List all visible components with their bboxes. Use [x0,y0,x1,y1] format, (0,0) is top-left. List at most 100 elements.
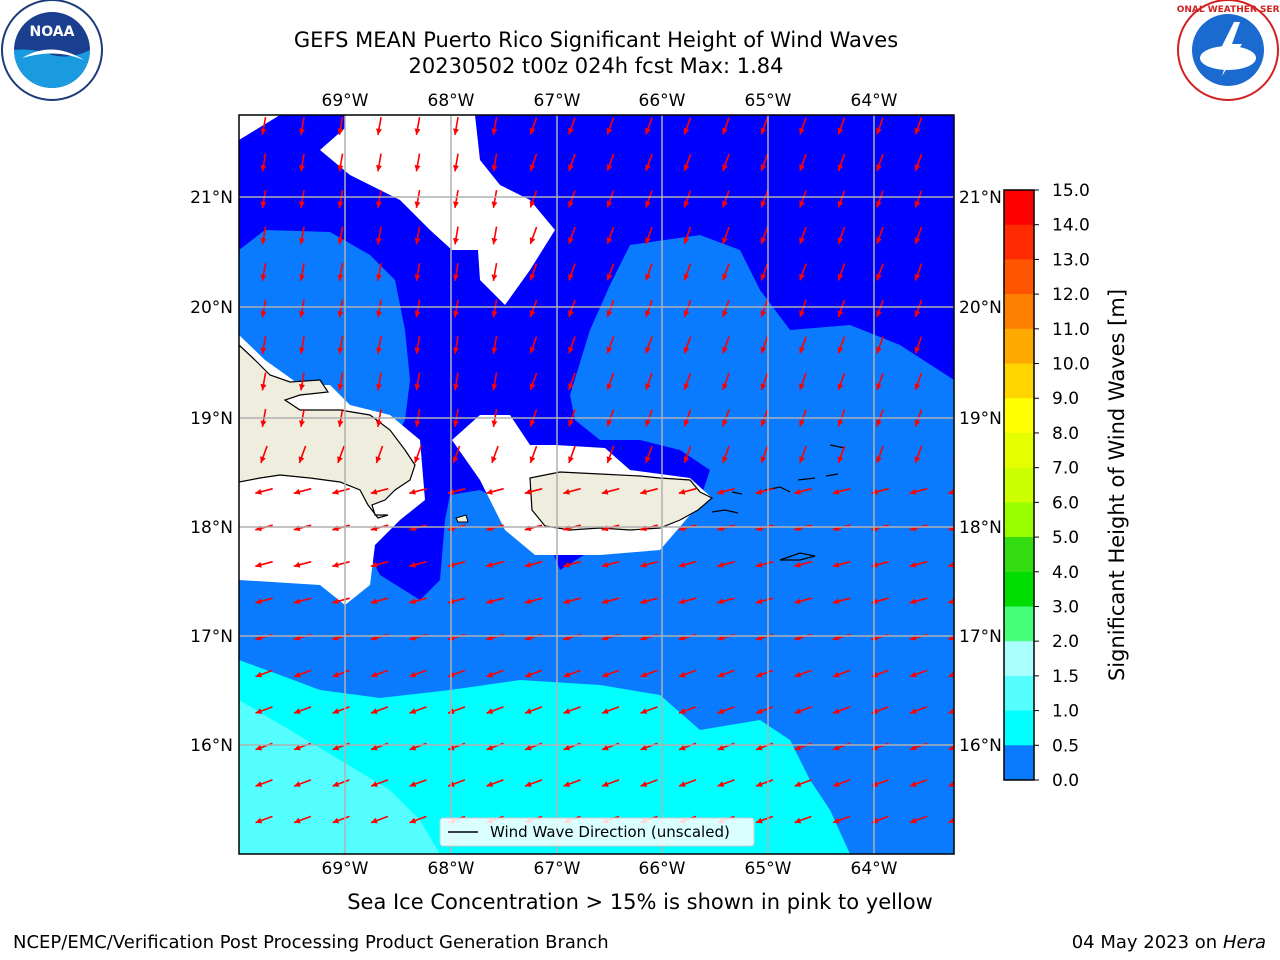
wave-arrow-head [760,127,767,135]
lat-label: 20°N [959,298,1002,318]
wave-arrow-head [683,164,690,171]
wave-arrow-head [409,708,417,714]
wave-arrow-head [529,164,536,171]
wave-arrow-head [722,383,728,390]
wave-arrow-head [914,419,921,427]
colorbar-swatch [1004,745,1034,781]
wave-arrow-head [914,383,921,390]
wave-arrow-head [255,561,262,568]
wave-arrow-head [491,128,498,135]
wave-arrow-head [876,456,882,463]
wave-arrow-head [794,744,802,751]
wave-arrow-head [910,708,917,714]
lon-labels-bottom: 69°W 68°W 67°W 66°W 65°W 64°W [322,859,898,879]
wave-arrow-head [837,200,844,208]
wave-arrow-head [755,488,763,495]
wave-arrow-head [601,598,609,605]
wave-arrow-head [717,671,725,678]
colorbar-swatch [1004,190,1034,226]
wave-arrow-head [799,346,805,354]
wave-arrow-head [683,346,690,354]
wave-arrow-head [832,561,840,568]
wave-arrow-head [645,310,651,317]
wave-arrow-head [491,383,498,391]
colorbar-swatch [1004,571,1034,607]
wave-arrow-head [683,273,690,281]
wave-arrow-head [337,347,344,354]
wave-arrow-head [453,164,459,172]
wave-arrow-head [332,488,339,495]
wave-arrow-head [414,164,421,172]
lon-label: 69°W [322,859,369,879]
wave-arrow-head [414,237,421,245]
lon-label: 66°W [639,91,686,111]
wave-arrow-head [486,781,494,787]
colorbar-swatch [1004,328,1034,365]
wave-arrow-head [337,164,344,172]
wave-arrow-head [606,237,613,244]
wave-arrow-head [294,671,301,678]
wave-arrow-head [799,273,805,281]
wave-arrow-head [453,128,459,135]
wave-arrow-head [606,310,613,317]
wave-arrow-head [645,346,651,354]
wave-arrow-head [876,346,882,354]
colorbar: 15.0 14.0 13.0 12.0 11.0 10.0 9.0 8.0 7.0 6.0 5.0 4… [1003,181,1090,791]
wave-arrow-head [645,200,651,208]
wave-arrow-head [409,561,416,568]
wave-arrow-head [294,817,301,824]
wave-arrow-head [794,598,801,605]
wave-arrow-head [833,708,840,714]
wave-arrow-head [871,781,879,787]
lat-label: 19°N [959,409,1002,429]
wave-arrow-head [910,781,917,787]
wave-arrow-head [491,347,498,354]
wave-arrow-head [794,561,801,568]
wave-arrow-head [606,419,613,427]
colorbar-swatch [1004,606,1034,642]
wave-arrow-head [568,310,574,317]
wave-arrow-head [871,817,879,824]
wave-arrow-head [948,817,954,824]
wave-arrow-head [755,561,763,568]
wave-arrow-head [376,274,382,281]
lat-label: 20°N [190,298,233,318]
wave-arrow-head [568,127,574,135]
wave-arrow-head [683,419,690,427]
colorbar-swatch [1004,502,1034,538]
wave-arrow-head [722,310,728,317]
wave-arrow-head [948,488,954,495]
wave-arrow-head [760,200,767,208]
chart-title: GEFS MEAN Puerto Rico Significant Height… [293,28,899,52]
wave-arrow-head [260,201,267,208]
wave-arrow-head [260,237,267,245]
wave-arrow-head [876,237,882,244]
wave-arrow-head [683,237,690,244]
lat-label: 17°N [959,627,1002,647]
wave-arrow-head [453,383,459,391]
lon-label: 66°W [639,859,686,879]
wave-arrow-head [645,164,651,171]
lon-label: 65°W [745,859,792,879]
wave-arrow-head [491,420,498,427]
wave-arrow-head [332,744,340,751]
wave-arrow-head [371,744,378,751]
masked-area [239,115,280,140]
wave-arrow-head [876,273,882,281]
wave-arrow-head [414,456,420,463]
wave-arrow-head [453,347,459,354]
wave-arrow-head [293,598,301,605]
wave-arrow-head [375,456,382,463]
wave-arrow-head [260,274,267,281]
wave-arrow-head [760,419,767,427]
wave-arrow-head [909,561,917,568]
lon-label: 68°W [428,91,475,111]
wave-arrow-head [722,346,728,354]
lon-label: 67°W [534,91,581,111]
wave-arrow-head [299,310,305,318]
colorbar-tick-label: 1.5 [1052,667,1079,687]
wave-arrow-head [453,201,459,208]
wave-arrow-head [606,273,613,281]
wave-arrow-head [760,346,767,354]
colorbar-tick-label: 12.0 [1052,285,1090,305]
